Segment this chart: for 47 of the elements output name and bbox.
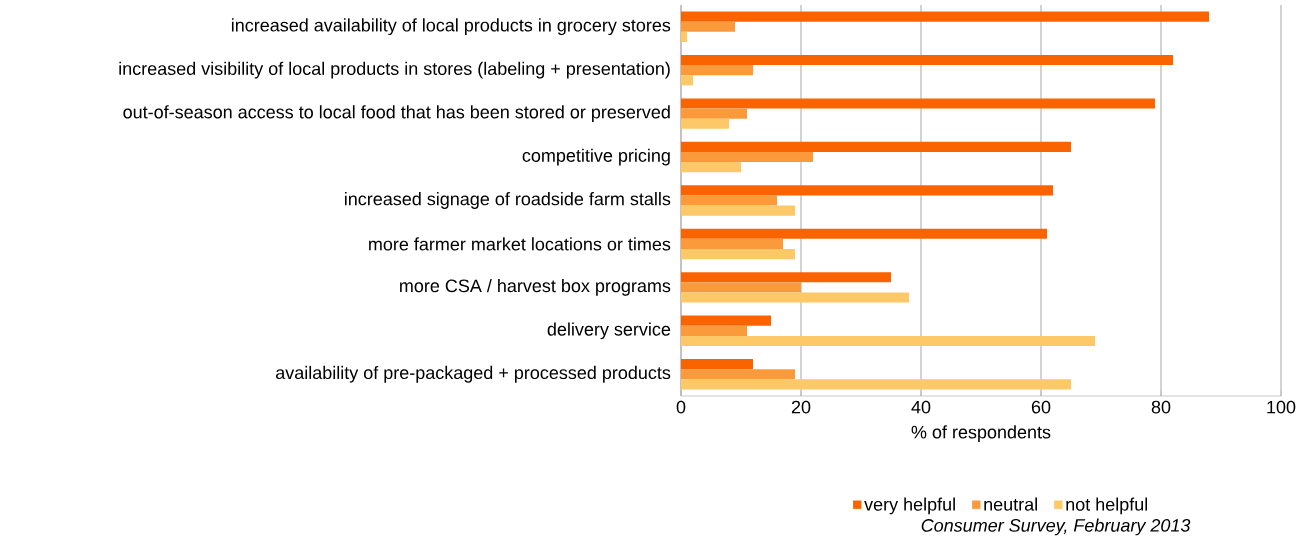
bar <box>681 162 741 173</box>
bar <box>681 75 693 86</box>
bar <box>681 282 801 293</box>
legend-label: neutral <box>984 497 1037 511</box>
bar <box>681 141 1071 152</box>
bar <box>681 335 1095 347</box>
bar <box>681 65 753 76</box>
legend-label: very helpful <box>864 497 955 515</box>
bar <box>681 272 891 283</box>
legend-label: not helpful <box>1066 497 1148 515</box>
x-tick-label: 80 <box>1151 400 1171 414</box>
text: Consumer Survey, February 2013 <box>921 518 1191 536</box>
bar <box>681 11 1209 22</box>
x-tick-label: 20 <box>791 400 811 414</box>
x-tick-label: 0 <box>676 400 686 414</box>
x-tick-label: 60 <box>1031 400 1051 414</box>
bar <box>681 325 747 336</box>
bar <box>681 228 1047 239</box>
bar <box>681 108 747 119</box>
bar <box>681 185 1053 196</box>
y-tick-label: increased availability of local products in grocery stores <box>231 18 671 36</box>
bar <box>681 369 795 380</box>
y-tick-label: delivery service <box>547 322 671 340</box>
x-axis-title: % of respondents <box>911 425 1051 443</box>
bar <box>681 238 783 250</box>
bar <box>681 98 1155 109</box>
y-tick-label: competitive pricing <box>522 148 670 166</box>
bar <box>681 31 687 42</box>
bar <box>681 379 1071 390</box>
bar <box>681 315 771 326</box>
y-tick-label: more farmer market locations or times <box>369 237 671 251</box>
bar <box>681 21 735 32</box>
bar <box>681 249 795 260</box>
bar <box>681 195 777 206</box>
bar <box>681 205 795 216</box>
y-tick-label: increased visibility of local products in stores (labeling + presentation) <box>119 61 670 79</box>
y-tick-label: out-of-season access to local food that has been stored or preserved <box>123 105 670 123</box>
bar <box>681 151 813 163</box>
x-tick-label: 40 <box>911 400 931 414</box>
y-tick-label: availability of pre-packaged + processed products <box>276 365 671 383</box>
y-tick-label: increased signage of roadside farm stalls <box>345 192 671 209</box>
bar <box>681 118 729 129</box>
bar <box>681 54 1173 66</box>
y-tick-label: more CSA / harvest box programs <box>400 278 671 296</box>
bar <box>681 292 909 303</box>
bar <box>681 359 753 370</box>
x-tick-label: 100 <box>1267 400 1296 414</box>
